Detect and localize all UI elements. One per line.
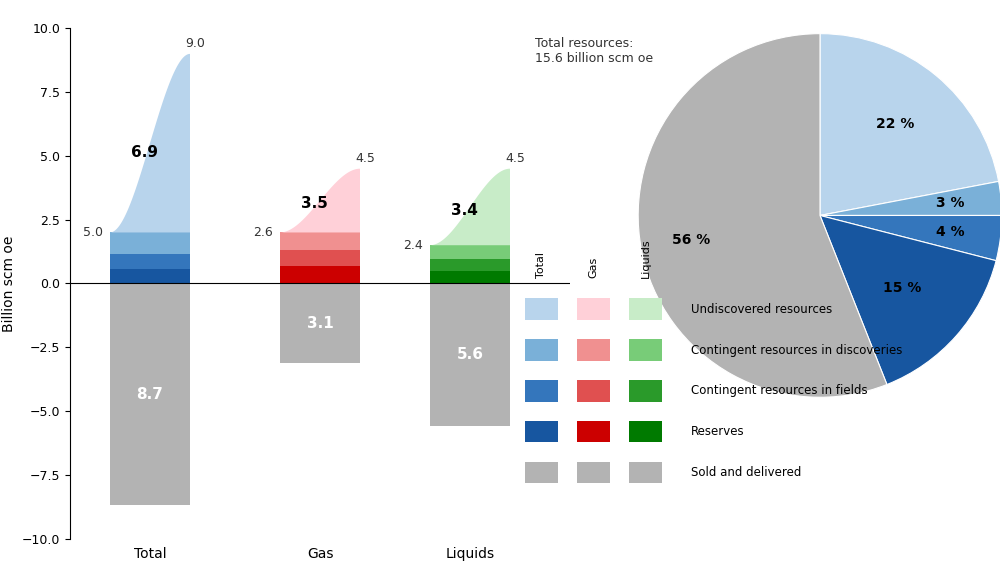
Text: Total resources:
15.6 billion scm oe: Total resources: 15.6 billion scm oe [535,37,653,65]
Text: 3 %: 3 % [936,196,965,210]
Text: 3.5: 3.5 [301,196,327,211]
Y-axis label: Billion scm oe: Billion scm oe [2,235,16,332]
Bar [280,265,360,284]
Polygon shape [280,168,360,232]
Polygon shape [110,54,190,232]
Bar [430,245,510,259]
Text: 4 %: 4 % [936,225,964,239]
Wedge shape [820,215,996,384]
Text: 4.5: 4.5 [355,152,375,165]
Text: 8.7: 8.7 [137,387,163,402]
Text: 2.4: 2.4 [403,239,423,252]
Bar [110,254,190,269]
Text: Undiscovered resources: Undiscovered resources [691,303,832,316]
Bar [110,284,190,506]
Bar [110,232,190,254]
Bar [280,284,360,363]
Text: 2.6: 2.6 [253,226,273,239]
Bar [430,259,510,270]
Text: 4.5: 4.5 [505,152,525,165]
Text: Contingent resources in fields: Contingent resources in fields [691,384,868,397]
Text: 5.6: 5.6 [457,348,484,362]
Text: Reserves: Reserves [691,425,745,438]
Text: 22 %: 22 % [876,117,915,132]
Bar [430,270,510,284]
Text: Gas: Gas [588,257,598,278]
Text: 3.4: 3.4 [451,204,477,218]
Text: 56 %: 56 % [672,233,711,247]
Polygon shape [430,168,510,245]
Bar [110,269,190,284]
Bar [280,250,360,265]
Text: 3.1: 3.1 [307,316,333,331]
Text: 6.9: 6.9 [130,145,158,159]
Text: Liquids: Liquids [640,238,650,278]
Text: 15 %: 15 % [883,281,921,295]
Bar [280,232,360,250]
Text: Total: Total [536,252,546,278]
Bar [430,284,510,426]
Text: Contingent resources in discoveries: Contingent resources in discoveries [691,344,902,357]
Text: 9.0: 9.0 [185,37,205,50]
Wedge shape [820,181,1000,215]
Text: Sold and delivered: Sold and delivered [691,466,801,479]
Wedge shape [820,215,1000,261]
Wedge shape [820,33,999,215]
Wedge shape [638,33,887,397]
Text: 5.0: 5.0 [83,226,103,239]
